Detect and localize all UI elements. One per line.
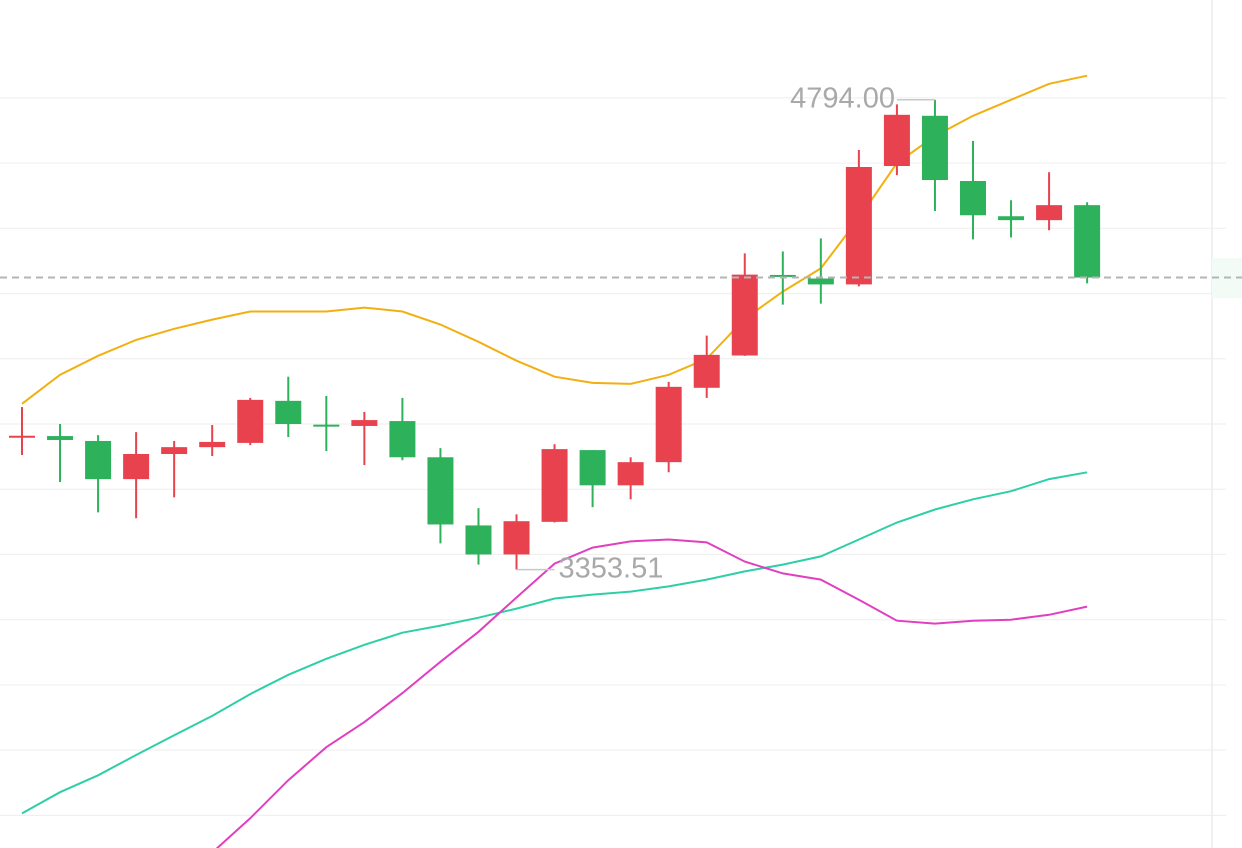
candle-body (655, 386, 682, 463)
candle-body (237, 399, 264, 443)
candle-body (579, 450, 606, 486)
candle-body (845, 166, 872, 285)
candle-body (47, 436, 74, 440)
candle-body (9, 435, 35, 438)
candle-body (123, 454, 150, 480)
candle-body (1036, 205, 1063, 221)
candle-body (503, 521, 530, 555)
candle-body (807, 278, 834, 285)
candle-body (351, 420, 378, 426)
plot-area (9, 74, 1101, 848)
candle-body (998, 216, 1025, 221)
band-middle (21, 471, 1088, 815)
candle-body (731, 274, 758, 356)
candle-body (921, 115, 948, 181)
candle-body (85, 440, 112, 480)
min-label: 3353.51 (559, 552, 664, 584)
candle-body (960, 181, 986, 216)
candle-body (617, 462, 644, 486)
grid (0, 97, 1226, 816)
max-label: 4794.00 (790, 82, 895, 114)
candle-body (465, 525, 492, 555)
candle-body (693, 354, 720, 388)
candle-body (541, 449, 568, 522)
candle-body (199, 441, 226, 448)
candle-body (389, 421, 416, 458)
candle-body (1074, 205, 1101, 278)
candle-body (275, 400, 302, 424)
candle-body (313, 424, 340, 427)
candle-body (161, 447, 188, 455)
band-lower (215, 538, 1088, 848)
candle-body (427, 457, 454, 525)
candle-body (883, 114, 910, 167)
candle-body (769, 274, 796, 277)
